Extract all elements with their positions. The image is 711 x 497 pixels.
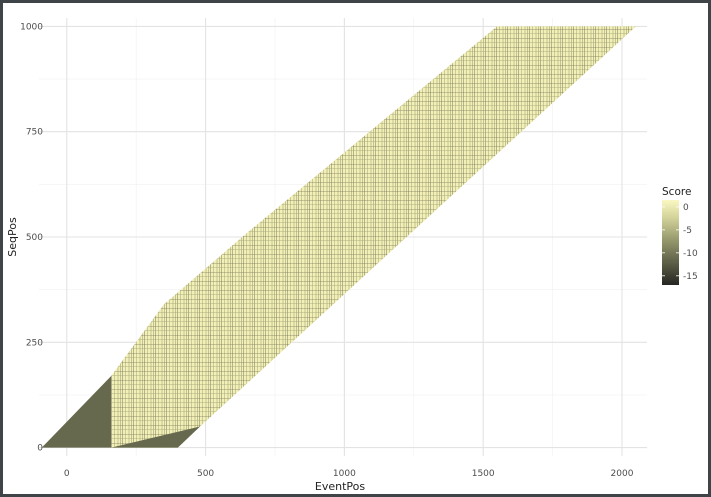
x-axis-title: EventPos [315,480,365,493]
y-tick-label: 250 [26,338,43,348]
legend-tick-label: -15 [683,272,698,282]
legend-colorbar [662,200,679,285]
legend-tick-label: 0 [683,203,689,213]
low-score-region [111,426,201,448]
low-score-region [41,375,112,448]
x-tick-label: 0 [64,469,70,479]
y-tick-label: 500 [26,233,43,243]
x-tick-label: 1500 [472,469,495,479]
y-tick-label: 750 [26,128,43,138]
score-legend: Score 0 -5 -10 -15 [662,186,698,285]
y-tick-label: 1000 [20,22,43,32]
x-axis-ticks: 0 500 1000 1500 2000 [64,469,634,479]
x-tick-label: 1000 [333,469,356,479]
legend-title: Score [662,186,691,198]
score-band [41,26,636,448]
y-axis-title: SeqPos [6,217,19,257]
y-tick-label: 0 [37,444,43,454]
legend-tick-label: -10 [683,249,698,259]
band-row-texture [111,26,636,448]
x-tick-label: 500 [197,469,214,479]
y-axis-ticks: 0 250 500 750 1000 [20,22,43,453]
legend-tick-label: -5 [683,226,692,236]
x-tick-label: 2000 [611,469,634,479]
legend-ticks: 0 -5 -10 -15 [662,203,698,282]
